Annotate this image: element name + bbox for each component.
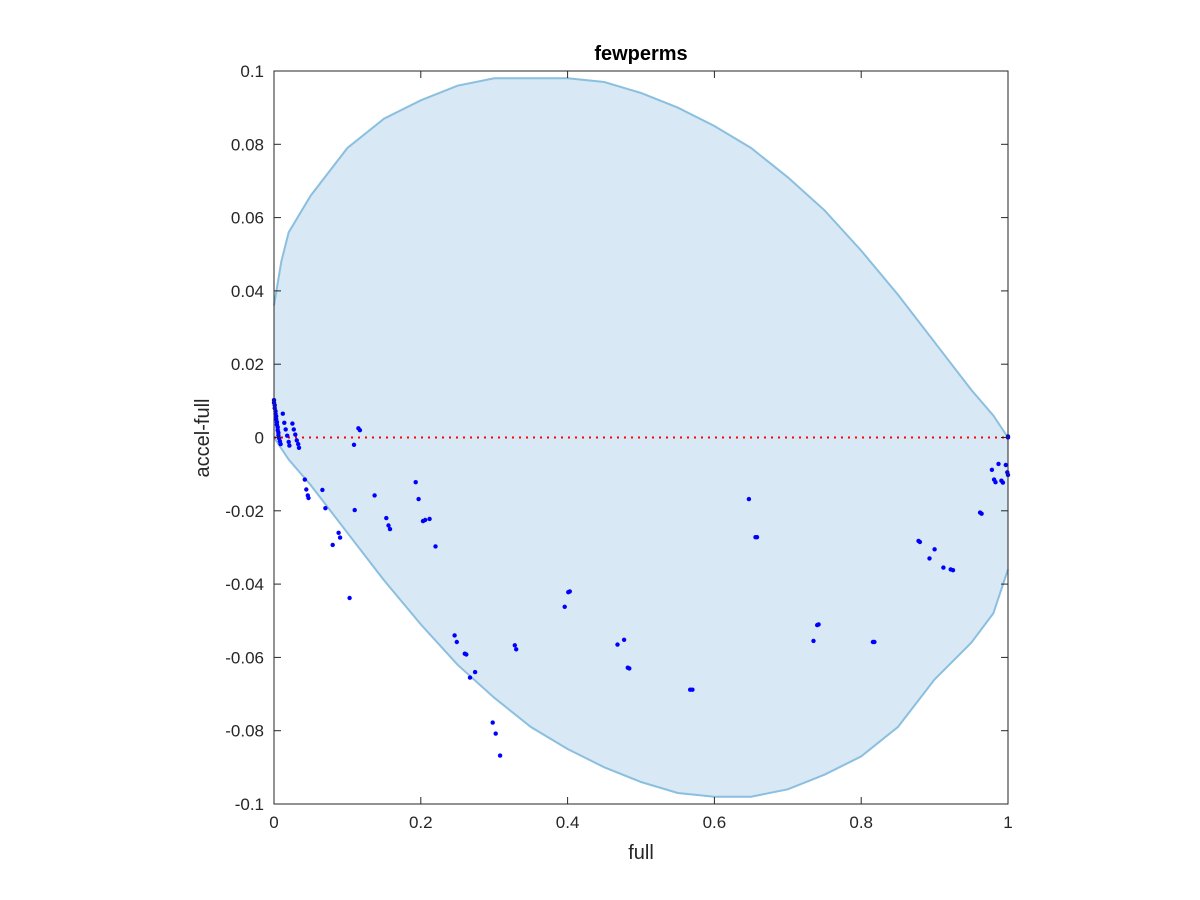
data-point: [296, 445, 302, 450]
data-point: [615, 642, 620, 647]
data-point: [989, 467, 995, 472]
data-point: [387, 526, 393, 532]
data-point: [993, 480, 998, 485]
data-point: [306, 495, 311, 501]
x-tick-label: 0: [269, 813, 278, 832]
data-point: [754, 535, 760, 540]
data-point: [932, 547, 937, 552]
x-tick-label: 0.2: [409, 813, 433, 832]
x-tick-label: 0.8: [849, 813, 873, 832]
y-tick-label: -0.08: [225, 722, 264, 741]
data-point: [433, 544, 438, 549]
data-point: [941, 565, 946, 570]
data-point: [514, 647, 519, 652]
data-point: [746, 496, 752, 502]
region-lower-edge: [273, 436, 1009, 798]
data-point: [386, 523, 391, 528]
data-point: [423, 517, 428, 523]
data-point: [467, 675, 473, 680]
y-axis-label: accel-full: [192, 399, 214, 478]
data-point: [1003, 462, 1008, 468]
data-point: [413, 480, 418, 485]
x-tick-label: 0.6: [703, 813, 727, 832]
y-tick-label: -0.02: [225, 502, 264, 521]
data-point: [917, 539, 923, 545]
data-point: [497, 753, 503, 758]
x-tick-label: 0.4: [556, 813, 580, 832]
data-point: [357, 428, 363, 433]
data-point: [427, 516, 432, 522]
y-tick-label: 0.1: [240, 62, 264, 81]
data-point: [293, 432, 298, 437]
region-fill: [274, 78, 1008, 797]
data-point: [290, 421, 295, 426]
data-point: [286, 439, 291, 445]
data-point: [950, 568, 956, 573]
data-point: [330, 542, 335, 548]
data-point: [627, 666, 632, 671]
data-point: [567, 589, 572, 594]
data-point: [351, 442, 357, 447]
data-point: [979, 511, 984, 516]
x-tick-label: 1: [1003, 813, 1012, 832]
data-point: [283, 427, 288, 432]
data-point: [927, 556, 932, 561]
data-point: [302, 477, 307, 482]
data-point: [304, 487, 309, 492]
data-point: [472, 669, 478, 675]
y-tick-label: -0.06: [225, 648, 264, 667]
data-point: [996, 461, 1001, 467]
data-point: [562, 604, 567, 609]
data-point: [512, 643, 517, 648]
data-point: [287, 443, 292, 448]
y-tick-label: 0: [255, 429, 264, 448]
data-point: [811, 638, 816, 644]
data-point: [337, 535, 343, 540]
y-tick-label: -0.1: [235, 795, 264, 814]
data-point: [347, 595, 352, 601]
data-point: [621, 637, 627, 642]
data-point: [1000, 480, 1006, 485]
y-tick-label: 0.04: [231, 282, 264, 301]
data-point: [452, 633, 457, 638]
data-point: [282, 420, 287, 425]
axes-layer: 0 0.2 0.4 0.6 0.8 1 0.1 0.08 0.06 0.04 0.02 0 -0.02 -…: [225, 62, 1012, 832]
data-point: [690, 687, 695, 692]
data-point: [416, 496, 421, 502]
chart-title: fewperms: [594, 43, 687, 65]
data-point: [278, 441, 283, 447]
y-tick-label: 0.08: [231, 135, 264, 154]
data-point: [285, 433, 290, 438]
region-layer: [273, 77, 1009, 798]
data-point: [490, 720, 495, 725]
data-point: [291, 427, 296, 432]
data-point: [493, 731, 498, 736]
y-tick-label: 0.02: [231, 355, 264, 374]
data-point: [384, 515, 389, 521]
data-point: [323, 506, 328, 511]
data-point: [320, 487, 325, 493]
data-point: [816, 622, 821, 627]
x-axis-label: full: [628, 842, 654, 864]
y-tick-label: -0.04: [225, 575, 264, 594]
data-point: [352, 507, 357, 513]
data-point: [372, 493, 377, 498]
data-point: [294, 438, 299, 443]
region-upper-edge: [273, 77, 1009, 439]
data-point: [296, 441, 301, 447]
y-tick-label: 0.06: [231, 209, 264, 228]
data-point: [872, 639, 877, 645]
data-point: [464, 652, 469, 657]
data-point: [280, 411, 285, 416]
data-point: [454, 639, 459, 645]
data-point: [336, 530, 341, 535]
